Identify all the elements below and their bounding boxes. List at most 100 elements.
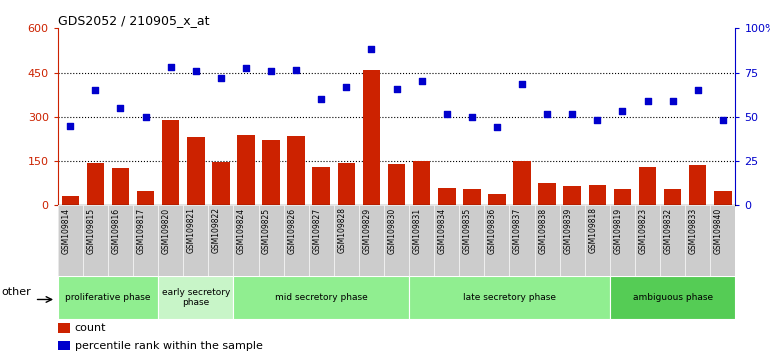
- Text: GSM109824: GSM109824: [237, 207, 246, 253]
- Bar: [337, 162, 355, 205]
- Point: [566, 111, 578, 117]
- Text: GSM109823: GSM109823: [638, 207, 648, 253]
- Text: GSM109831: GSM109831: [413, 207, 422, 253]
- Bar: [137, 190, 154, 205]
- Bar: [685, 205, 710, 276]
- Point: [390, 86, 403, 92]
- Bar: [158, 276, 233, 319]
- Text: GDS2052 / 210905_x_at: GDS2052 / 210905_x_at: [58, 14, 209, 27]
- Bar: [183, 205, 209, 276]
- Bar: [384, 205, 409, 276]
- Text: GSM109814: GSM109814: [62, 207, 70, 253]
- Bar: [162, 120, 179, 205]
- Bar: [388, 164, 405, 205]
- Point: [215, 76, 227, 81]
- Bar: [212, 162, 229, 205]
- Point: [340, 85, 353, 90]
- Bar: [334, 205, 359, 276]
- Bar: [158, 205, 183, 276]
- Text: GSM109836: GSM109836: [488, 207, 497, 254]
- Bar: [233, 276, 409, 319]
- Text: GSM109837: GSM109837: [513, 207, 522, 254]
- Text: GSM109818: GSM109818: [588, 207, 598, 253]
- Point: [541, 111, 554, 117]
- Bar: [58, 276, 158, 319]
- Bar: [689, 166, 707, 205]
- Bar: [438, 188, 456, 205]
- Bar: [86, 162, 104, 205]
- Bar: [287, 136, 305, 205]
- Text: GSM109815: GSM109815: [86, 207, 95, 253]
- Text: count: count: [75, 323, 106, 333]
- Point: [265, 68, 277, 74]
- Point: [165, 64, 177, 69]
- Text: GSM109830: GSM109830: [387, 207, 397, 254]
- Bar: [710, 205, 735, 276]
- Bar: [259, 205, 283, 276]
- Bar: [62, 196, 79, 205]
- Bar: [58, 323, 70, 333]
- Bar: [363, 70, 380, 205]
- Bar: [484, 205, 510, 276]
- Bar: [413, 161, 430, 205]
- Bar: [564, 186, 581, 205]
- Bar: [660, 205, 685, 276]
- Point: [315, 96, 327, 102]
- Point: [667, 98, 679, 103]
- Point: [139, 114, 152, 120]
- Text: GSM109839: GSM109839: [563, 207, 572, 254]
- Bar: [459, 205, 484, 276]
- Bar: [639, 167, 656, 205]
- Point: [616, 108, 628, 114]
- Bar: [263, 141, 280, 205]
- Point: [641, 98, 654, 103]
- Bar: [409, 276, 610, 319]
- Text: other: other: [2, 287, 31, 297]
- Bar: [313, 167, 330, 205]
- Bar: [58, 205, 83, 276]
- Point: [466, 114, 478, 120]
- Text: proliferative phase: proliferative phase: [65, 293, 151, 302]
- Bar: [510, 205, 534, 276]
- Point: [89, 87, 102, 93]
- Point: [591, 117, 604, 122]
- Bar: [610, 205, 635, 276]
- Bar: [488, 194, 506, 205]
- Text: GSM109820: GSM109820: [162, 207, 171, 253]
- Point: [64, 123, 76, 129]
- Bar: [664, 189, 681, 205]
- Text: GSM109829: GSM109829: [363, 207, 371, 253]
- Text: GSM109816: GSM109816: [112, 207, 120, 253]
- Bar: [434, 205, 459, 276]
- Point: [189, 68, 202, 74]
- Bar: [359, 205, 384, 276]
- Bar: [108, 205, 133, 276]
- Bar: [187, 137, 205, 205]
- Text: early secretory
phase: early secretory phase: [162, 288, 230, 307]
- Bar: [584, 205, 610, 276]
- Text: GSM109825: GSM109825: [262, 207, 271, 253]
- Point: [691, 87, 704, 93]
- Text: GSM109838: GSM109838: [538, 207, 547, 253]
- Text: GSM109828: GSM109828: [337, 207, 346, 253]
- Point: [290, 67, 303, 73]
- Text: ambiguous phase: ambiguous phase: [632, 293, 713, 302]
- Text: percentile rank within the sample: percentile rank within the sample: [75, 341, 263, 350]
- Text: GSM109819: GSM109819: [614, 207, 622, 253]
- Text: GSM109826: GSM109826: [287, 207, 296, 253]
- Point: [416, 79, 428, 84]
- Text: GSM109817: GSM109817: [136, 207, 146, 253]
- Bar: [409, 205, 434, 276]
- Bar: [714, 190, 732, 205]
- Bar: [610, 276, 735, 319]
- Bar: [614, 189, 631, 205]
- Text: GSM109840: GSM109840: [714, 207, 723, 254]
- Text: GSM109835: GSM109835: [463, 207, 472, 254]
- Text: GSM109827: GSM109827: [313, 207, 321, 253]
- Bar: [588, 185, 606, 205]
- Point: [717, 117, 729, 122]
- Bar: [514, 161, 531, 205]
- Bar: [209, 205, 233, 276]
- Text: GSM109834: GSM109834: [437, 207, 447, 254]
- Bar: [112, 169, 129, 205]
